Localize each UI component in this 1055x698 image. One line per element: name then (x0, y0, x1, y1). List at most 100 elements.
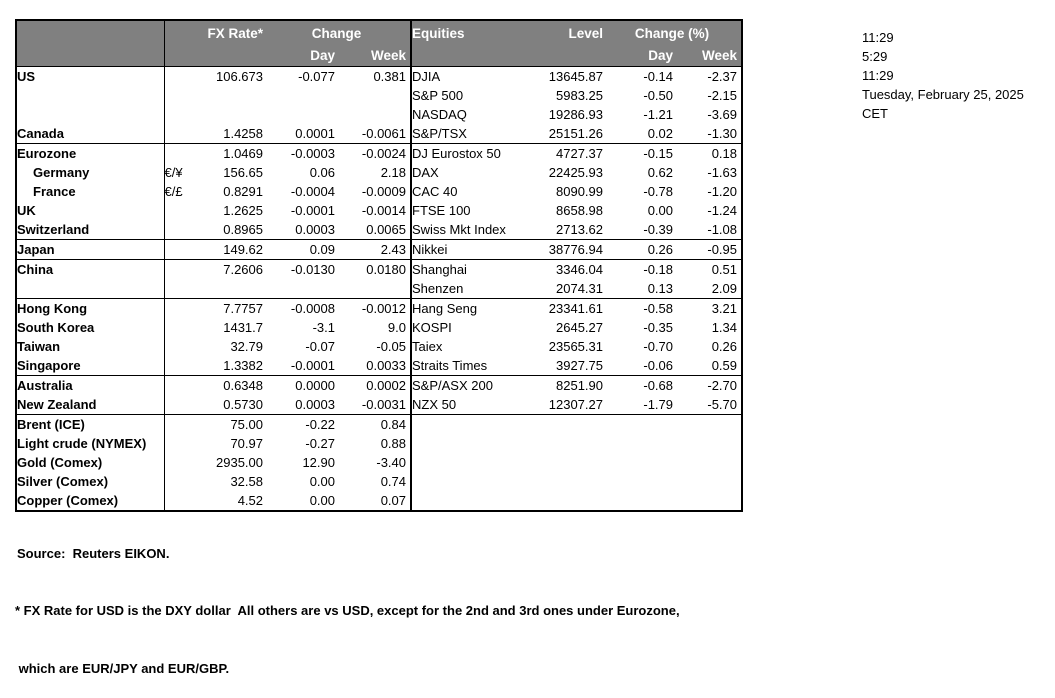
fx-week-change-cell: 0.0033 (339, 356, 411, 376)
equity-name-cell (410, 491, 527, 511)
equity-week-change-cell (677, 434, 742, 453)
currency-pair-cell (164, 356, 202, 376)
fx-day-change-cell: -0.27 (305, 436, 335, 451)
table-row: China 7.2606 -0.0130 0.0180 Shanghai 334… (16, 259, 742, 280)
equity-name-cell (410, 472, 527, 491)
fx-day-change-cell: 0.09 (267, 239, 339, 260)
table-row: US 106.673 -0.077 0.381 DJIA 13645.87 -0… (16, 66, 742, 86)
equity-level-cell: 22425.93 (548, 165, 603, 180)
equity-level-cell: 8658.98 (556, 203, 603, 218)
equity-name-cell: KOSPI (410, 318, 527, 337)
fx-week-change-cell: 2.18 (380, 165, 406, 180)
equity-day-change-cell: -0.14 (643, 69, 673, 84)
equity-day-change-cell: -0.18 (643, 262, 673, 277)
footnotes: Source: Reuters EIKON. * FX Rate for USD… (15, 505, 680, 698)
equity-week-change-cell: -0.95 (677, 239, 742, 260)
fx-day-change-cell: -0.0004 (290, 184, 335, 199)
equities-subheader (410, 45, 527, 67)
fx-rate-cell: 7.2606 (223, 262, 263, 277)
fx-day-change-cell: 0.0000 (295, 378, 335, 393)
equity-level-cell (527, 453, 607, 472)
market-label-cell: US (16, 66, 165, 86)
equity-level-cell: 8090.99 (556, 184, 603, 199)
equity-level-cell: 4727.37 (556, 146, 603, 161)
equity-day-change-cell: 0.00 (647, 203, 673, 218)
equity-name-cell: Shanghai (410, 259, 527, 279)
currency-pair-cell (164, 124, 202, 144)
fx-rate-cell: 2935.00 (216, 455, 263, 470)
equities-day-header: Day (607, 45, 677, 67)
equity-week-change-cell: -1.24 (707, 203, 737, 218)
table-row: Switzerland 0.8965 0.0003 0.0065 Swiss M… (16, 220, 742, 240)
equity-name-cell: Straits Times (410, 356, 527, 376)
market-label-cell (16, 279, 165, 299)
market-label-cell: UK (16, 201, 165, 220)
equity-day-change-cell (607, 434, 677, 453)
pair-corner-cell (164, 20, 202, 45)
fx-day-change-cell: 0.06 (309, 165, 335, 180)
equity-week-change-cell: -1.20 (707, 184, 737, 199)
currency-pair-cell (164, 86, 202, 105)
fx-rate-cell: 70.97 (230, 436, 263, 451)
equity-week-change-cell: 2.09 (677, 279, 742, 299)
equity-level-cell: 3927.75 (527, 356, 607, 376)
equity-name-cell: Taiex (410, 337, 527, 356)
fx-week-change-cell: -0.0061 (339, 124, 411, 144)
currency-pair-cell (164, 260, 202, 280)
equity-day-change-cell (607, 415, 677, 435)
equity-level-cell (527, 434, 607, 453)
equity-name-cell: S&P/TSX (410, 124, 527, 144)
equity-level-cell: 8251.90 (556, 378, 603, 393)
fx-week-change-cell (339, 86, 411, 105)
fx-rate-cell (202, 279, 267, 299)
time-line: 5:29 (862, 49, 888, 65)
fx-day-change-cell: -0.0008 (290, 301, 335, 316)
fx-rate-cell: 106.673 (216, 69, 263, 84)
equity-name-cell: DJIA (410, 66, 527, 86)
market-label-cell: Silver (Comex) (16, 472, 165, 491)
equity-week-change-cell: -1.63 (707, 165, 737, 180)
currency-pair-cell (164, 299, 202, 319)
currency-pair-cell: €/£ (164, 184, 183, 199)
table-row: S&P 500 5983.25 -0.50 -2.15 (16, 86, 742, 105)
fx-week-change-cell: 0.88 (380, 436, 406, 451)
fx-day-change-cell (267, 86, 339, 105)
fx-week-change-cell: -0.0024 (361, 146, 406, 161)
equity-week-change-cell: 1.34 (711, 320, 737, 335)
market-label-cell: Light crude (NYMEX) (16, 434, 165, 453)
equity-day-change-cell (607, 472, 677, 491)
market-label-cell: South Korea (16, 318, 165, 337)
equity-level-cell: 3346.04 (556, 262, 603, 277)
equity-week-change-cell (677, 472, 742, 491)
equity-level-cell: 38776.94 (527, 239, 607, 260)
equity-day-change-cell: -0.68 (643, 378, 673, 393)
equity-week-change-cell: 0.26 (711, 339, 737, 354)
fx-rate-cell: 0.8965 (202, 220, 267, 240)
fx-rate-note-line-1: * FX Rate for USD is the DXY dollar All … (15, 603, 680, 619)
fx-rate-cell: 156.65 (223, 165, 263, 180)
equity-week-change-cell: -5.70 (677, 395, 742, 415)
fx-day-change-cell: 0.0003 (267, 395, 339, 415)
equity-level-cell: 23565.31 (548, 339, 603, 354)
table-row: Copper (Comex) 4.52 0.00 0.07 (16, 491, 742, 511)
equity-day-change-cell: -0.06 (607, 356, 677, 376)
table-row: Hong Kong 7.7757 -0.0008 -0.0012 Hang Se… (16, 298, 742, 319)
equity-week-change-cell (677, 491, 742, 511)
equity-week-change-cell (677, 415, 742, 435)
equity-week-change-cell: -2.15 (707, 88, 737, 103)
table-row: Light crude (NYMEX) 70.97 -0.27 0.88 (16, 434, 742, 453)
level-subheader (527, 45, 607, 67)
fx-week-change-cell: -3.40 (376, 455, 406, 470)
equity-name-cell: Nikkei (410, 239, 527, 260)
fx-rate-cell: 4.52 (237, 493, 263, 508)
equity-level-cell (527, 415, 607, 435)
fx-rate-cell: 32.79 (230, 339, 263, 354)
fx-corner-cell-2 (16, 45, 165, 67)
fx-day-change-cell: 0.0003 (267, 220, 339, 240)
table-row: Germany €/¥ 156.65 0.06 2.18 DAX 22425.9… (16, 163, 742, 182)
equity-level-cell: 13645.87 (548, 69, 603, 84)
fx-week-change-cell: -0.0031 (339, 395, 411, 415)
table-row: Canada 1.4258 0.0001 -0.0061 S&P/TSX 251… (16, 124, 742, 144)
market-label-cell: Japan (16, 239, 165, 260)
market-label-cell: Germany (16, 163, 165, 182)
